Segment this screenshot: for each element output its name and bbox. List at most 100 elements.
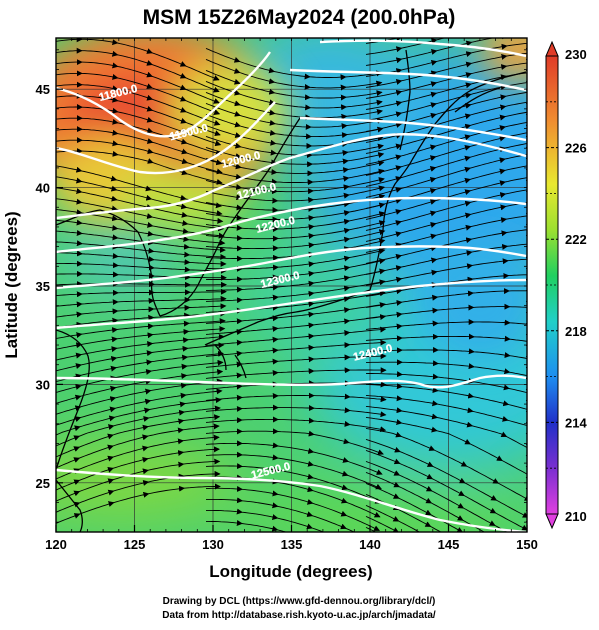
- wind-arrow: [399, 290, 402, 291]
- wind-arrow: [184, 215, 187, 216]
- wind-arrow: [346, 195, 349, 196]
- wind-arrow: [113, 358, 116, 359]
- wind-arrow: [238, 177, 241, 178]
- wind-arrow: [346, 204, 349, 205]
- wind-arrow: [399, 48, 402, 49]
- wind-arrow: [115, 122, 118, 123]
- wind-arrow: [145, 427, 148, 428]
- wind-arrow: [147, 410, 150, 411]
- wind-arrow: [382, 281, 385, 282]
- wind-arrow: [502, 117, 505, 118]
- colorbar-tick-label: 222: [565, 232, 587, 247]
- wind-arrow: [379, 83, 382, 84]
- y-tick-label: 35: [36, 279, 50, 294]
- colorbar-tick-label: 218: [565, 324, 587, 339]
- wind-arrow: [503, 206, 506, 207]
- wind-arrow: [271, 82, 274, 83]
- wind-arrow: [504, 46, 507, 47]
- wind-arrow: [503, 96, 506, 97]
- wind-arrow: [310, 451, 313, 452]
- wind-arrow: [531, 476, 534, 477]
- wind-arrow: [399, 411, 402, 412]
- wind-arrow: [503, 219, 506, 220]
- wind-arrow: [398, 279, 401, 280]
- wind-arrow: [346, 239, 349, 240]
- footer-drawing-credit: Drawing by DCL (https://www.gfd-dennou.o…: [163, 596, 436, 607]
- wind-arrow: [180, 421, 183, 422]
- wind-arrow: [115, 66, 118, 67]
- wind-arrow: [275, 506, 278, 507]
- wind-arrow: [470, 396, 473, 397]
- wind-arrow: [272, 113, 275, 114]
- y-axis-label: Latitude (degrees): [2, 211, 21, 358]
- colorbar-tick-label: 210: [565, 509, 587, 524]
- wind-arrow: [502, 106, 505, 107]
- wind-arrow: [115, 111, 118, 112]
- colorbar-top-triangle: [546, 42, 558, 56]
- x-axis-label: Longitude (degrees): [209, 562, 372, 581]
- wind-arrow: [79, 192, 82, 193]
- wind-arrow: [399, 70, 402, 71]
- wind-arrow: [150, 234, 153, 235]
- y-tick-label: 25: [36, 476, 50, 491]
- wind-arrow: [238, 187, 241, 188]
- wind-arrow: [218, 206, 221, 207]
- wind-arrow: [272, 123, 275, 124]
- wind-arrow: [346, 178, 349, 179]
- wind-arrow: [275, 518, 278, 519]
- colorbar-tick-label: 226: [565, 141, 587, 156]
- wind-arrow: [492, 536, 495, 538]
- wind-arrow: [435, 404, 438, 405]
- wind-arrow: [504, 36, 507, 37]
- wind-arrow: [185, 231, 188, 232]
- wind-arrow: [78, 355, 81, 356]
- wind-arrow: [346, 277, 349, 278]
- wind-arrow: [382, 271, 385, 272]
- x-tick-label: 120: [45, 537, 67, 552]
- colorbar: 230 226 222 218 214 210: [546, 42, 587, 528]
- wind-arrow: [434, 417, 437, 418]
- wind-arrow: [399, 423, 402, 424]
- y-tick-label: 45: [36, 82, 50, 97]
- wind-arrow: [382, 430, 385, 431]
- wind-arrow: [346, 221, 349, 222]
- wind-arrow: [469, 265, 472, 266]
- wind-arrow: [470, 411, 473, 412]
- wind-arrow: [113, 388, 116, 389]
- wind-arrow: [148, 391, 151, 392]
- wind-arrow: [115, 54, 118, 55]
- wind-arrow: [346, 186, 349, 187]
- wind-arrow: [183, 207, 186, 208]
- colorbar-bottom-triangle: [546, 514, 558, 528]
- wind-arrow: [149, 217, 152, 218]
- wind-arrow: [79, 202, 82, 203]
- wind-arrow: [146, 418, 149, 419]
- x-tick-label: 125: [124, 537, 146, 552]
- wind-arrow: [507, 372, 510, 373]
- temperature-field: 11800.011900.012000.012100.012200.012300…: [0, 20, 599, 550]
- wind-arrow: [504, 233, 507, 234]
- wind-arrow: [398, 267, 401, 268]
- wind-arrow: [115, 144, 118, 145]
- wind-arrow: [115, 43, 118, 44]
- wind-arrow: [382, 260, 385, 261]
- wind-arrow: [146, 494, 149, 495]
- x-tick-label: 130: [202, 537, 224, 552]
- wind-arrow: [185, 223, 188, 224]
- wind-arrow: [346, 230, 349, 231]
- wind-arrow: [219, 213, 222, 214]
- wind-arrow: [346, 288, 349, 289]
- x-tick-label: 145: [438, 537, 460, 552]
- wind-arrow: [379, 111, 382, 112]
- wind-arrow: [79, 181, 82, 182]
- y-tick-label: 30: [36, 377, 50, 392]
- wind-arrow: [434, 259, 437, 260]
- wind-arrow: [79, 334, 82, 335]
- x-tick-label: 140: [359, 537, 381, 552]
- y-tick-label: 40: [36, 181, 50, 196]
- wind-arrow: [468, 239, 471, 240]
- wind-arrow: [504, 56, 507, 57]
- colorbar-tick-label: 230: [565, 47, 587, 62]
- colorbar-tick-label: 214: [565, 415, 587, 430]
- wind-arrow: [273, 143, 276, 144]
